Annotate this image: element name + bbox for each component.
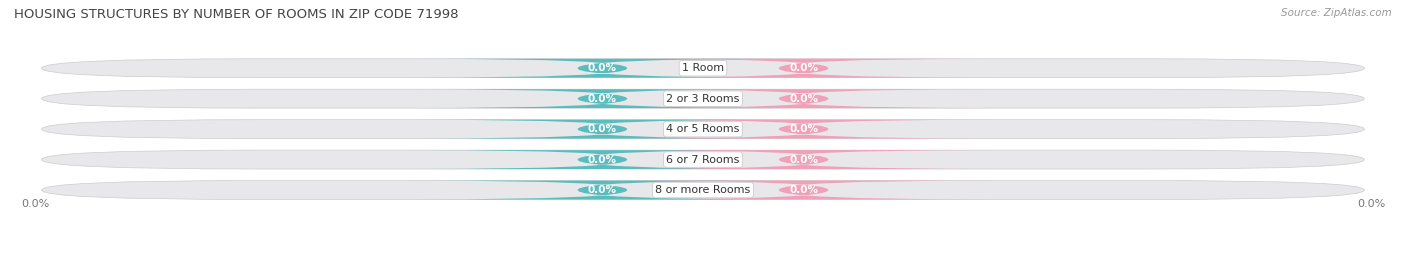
Text: 0.0%: 0.0% bbox=[789, 124, 818, 134]
Text: 0.0%: 0.0% bbox=[588, 124, 617, 134]
Text: 6 or 7 Rooms: 6 or 7 Rooms bbox=[666, 155, 740, 165]
Text: 0.0%: 0.0% bbox=[588, 94, 617, 104]
FancyBboxPatch shape bbox=[413, 180, 792, 200]
Text: 1 Room: 1 Room bbox=[682, 63, 724, 73]
FancyBboxPatch shape bbox=[614, 150, 993, 169]
Text: 0.0%: 0.0% bbox=[789, 155, 818, 165]
Text: 0.0%: 0.0% bbox=[1357, 199, 1385, 209]
Text: 8 or more Rooms: 8 or more Rooms bbox=[655, 185, 751, 195]
FancyBboxPatch shape bbox=[42, 89, 1364, 108]
FancyBboxPatch shape bbox=[42, 150, 1364, 169]
Text: 0.0%: 0.0% bbox=[789, 94, 818, 104]
Text: HOUSING STRUCTURES BY NUMBER OF ROOMS IN ZIP CODE 71998: HOUSING STRUCTURES BY NUMBER OF ROOMS IN… bbox=[14, 8, 458, 21]
Text: 2 or 3 Rooms: 2 or 3 Rooms bbox=[666, 94, 740, 104]
FancyBboxPatch shape bbox=[614, 59, 993, 78]
FancyBboxPatch shape bbox=[413, 120, 792, 139]
Text: 0.0%: 0.0% bbox=[588, 185, 617, 195]
Legend: Owner-occupied, Renter-occupied: Owner-occupied, Renter-occupied bbox=[579, 266, 827, 269]
FancyBboxPatch shape bbox=[42, 59, 1364, 78]
FancyBboxPatch shape bbox=[42, 120, 1364, 139]
Text: 0.0%: 0.0% bbox=[588, 63, 617, 73]
FancyBboxPatch shape bbox=[614, 89, 993, 108]
FancyBboxPatch shape bbox=[413, 89, 792, 108]
FancyBboxPatch shape bbox=[42, 180, 1364, 200]
Text: 0.0%: 0.0% bbox=[789, 185, 818, 195]
Text: 0.0%: 0.0% bbox=[789, 63, 818, 73]
FancyBboxPatch shape bbox=[413, 59, 792, 78]
Text: 4 or 5 Rooms: 4 or 5 Rooms bbox=[666, 124, 740, 134]
FancyBboxPatch shape bbox=[614, 180, 993, 200]
FancyBboxPatch shape bbox=[413, 150, 792, 169]
Text: 0.0%: 0.0% bbox=[21, 199, 49, 209]
FancyBboxPatch shape bbox=[614, 120, 993, 139]
Text: 0.0%: 0.0% bbox=[588, 155, 617, 165]
Text: Source: ZipAtlas.com: Source: ZipAtlas.com bbox=[1281, 8, 1392, 18]
